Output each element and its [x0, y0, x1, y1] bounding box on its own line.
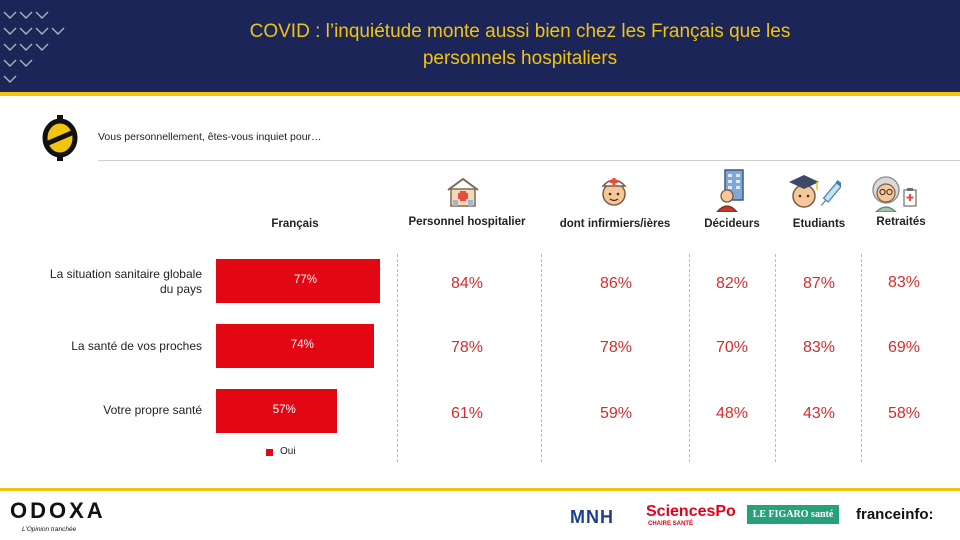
column-header-infirmiers: dont infirmiers/ières	[559, 218, 671, 230]
pct-decideurs-row2: 70%	[715, 339, 749, 356]
pct-personnel-row3: 61%	[450, 405, 484, 422]
bar-propre-sante	[216, 389, 338, 433]
column-separator	[541, 254, 542, 462]
row-label-situation-sanitaire: La situation sanitaire globale du pays	[2, 267, 202, 297]
column-header-decideurs: Décideurs	[704, 218, 760, 230]
page-title: COVID : l’inquiétude monte aussi bien ch…	[200, 18, 840, 72]
footer-accent-line	[0, 488, 960, 491]
sciencespo-logo: SciencesPo	[646, 503, 736, 520]
header-banner: COVID : l’inquiétude monte aussi bien ch…	[0, 0, 960, 92]
pct-etudiants-row2: 83%	[802, 339, 836, 356]
decorative-pattern	[3, 11, 65, 83]
sciencespo-subtitle: CHAIRE SANTÉ	[648, 521, 694, 527]
title-line-1: COVID : l’inquiétude monte aussi bien ch…	[249, 21, 791, 42]
pct-personnel-row2: 78%	[450, 339, 484, 356]
title-line-2: personnels hospitaliers	[422, 48, 618, 69]
bar-label: 77%	[294, 274, 318, 286]
column-separator	[861, 254, 862, 462]
bar-label: 57%	[272, 404, 296, 416]
decision-maker-icon	[716, 169, 744, 212]
pct-infirmiers-row1: 86%	[599, 275, 633, 292]
student-icon	[789, 175, 841, 208]
row-label-sante-proches: La santé de vos proches	[71, 339, 202, 353]
row-label-line: du pays	[159, 282, 202, 296]
hospital-icon	[447, 177, 479, 207]
mnh-logo: MNH	[570, 507, 614, 527]
column-header-personnel-hospitalier: Personnel hospitalier	[408, 216, 526, 228]
legend-swatch	[266, 449, 273, 456]
column-header-francais: Français	[271, 218, 319, 230]
row-label-propre-sante: Votre propre santé	[103, 403, 202, 417]
figaro-sante-logo: LE FIGARO santé	[747, 505, 839, 524]
franceinfo-logo: franceinfo:	[856, 506, 934, 523]
nurse-icon	[601, 178, 627, 206]
pct-decideurs-row1: 82%	[715, 275, 749, 292]
odoxa-mark-icon	[42, 115, 78, 161]
column-header-retraites: Retraités	[876, 216, 926, 228]
legend-label: Oui	[280, 446, 296, 457]
bar-label: 74%	[290, 339, 314, 351]
pct-etudiants-row1: 87%	[802, 275, 836, 292]
header-accent-strip	[0, 92, 960, 96]
pct-infirmiers-row2: 78%	[599, 339, 633, 356]
retiree-icon	[872, 176, 917, 212]
odoxa-logo: ODOXA	[10, 498, 106, 523]
pct-infirmiers-row3: 59%	[599, 405, 633, 422]
pct-retraites-row3: 58%	[887, 405, 921, 422]
question-divider	[98, 160, 960, 161]
row-label-line: La situation sanitaire globale	[49, 267, 202, 281]
pct-etudiants-row3: 43%	[802, 405, 836, 422]
odoxa-tagline: L’Opinion tranchée	[22, 526, 77, 533]
survey-question: Vous personnellement, êtes-vous inquiet …	[98, 131, 322, 143]
column-separator	[397, 254, 398, 462]
bar-situation-sanitaire	[216, 259, 380, 303]
bar-sante-proches	[216, 324, 374, 368]
pct-retraites-row1: 83%	[887, 274, 921, 291]
column-separator	[689, 254, 690, 462]
column-header-etudiants: Etudiants	[792, 218, 846, 230]
pct-retraites-row2: 69%	[887, 339, 921, 356]
pct-decideurs-row3: 48%	[715, 405, 749, 422]
pct-personnel-row1: 84%	[450, 275, 484, 292]
column-separator	[775, 254, 776, 462]
